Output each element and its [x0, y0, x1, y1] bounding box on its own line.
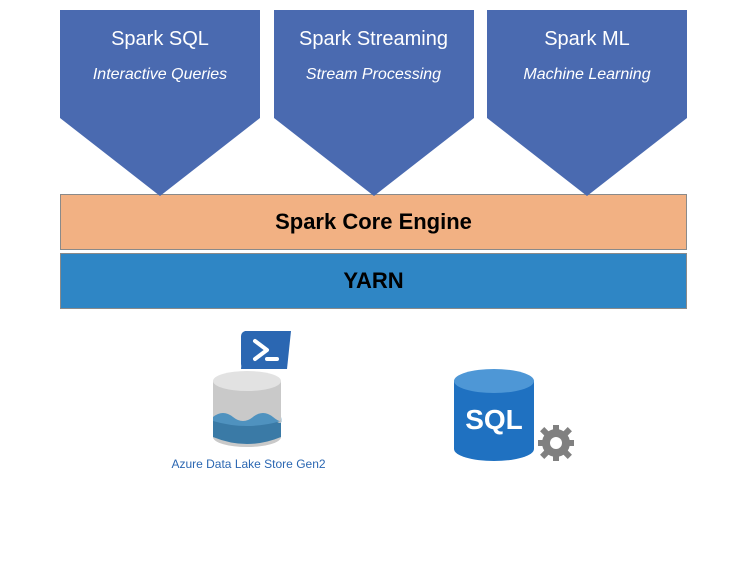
arrow-spark-sql: Spark SQL Interactive Queries [60, 10, 260, 196]
spark-components-row: Spark SQL Interactive Queries Spark Stre… [0, 0, 747, 196]
layer-spark-core: Spark Core Engine [60, 194, 687, 250]
adls-label: Azure Data Lake Store Gen2 [171, 457, 325, 471]
arrow-subtitle: Interactive Queries [70, 65, 250, 84]
arrow-subtitle: Stream Processing [284, 65, 464, 84]
arrow-point-icon [274, 118, 474, 196]
arrow-title: Spark SQL [70, 28, 250, 51]
arrow-subtitle: Machine Learning [497, 65, 677, 84]
arrow-point-icon [487, 118, 687, 196]
arrow-body: Spark Streaming Stream Processing [274, 10, 474, 118]
layers-stack: Spark Core Engine YARN [0, 194, 747, 309]
adls-icon-col: Azure Data Lake Store Gen2 [171, 331, 325, 471]
arrow-spark-ml: Spark ML Machine Learning [487, 10, 687, 196]
gear-icon [538, 425, 574, 461]
arrow-body: Spark SQL Interactive Queries [60, 10, 260, 118]
arrow-spark-streaming: Spark Streaming Stream Processing [274, 10, 474, 196]
sql-text: SQL [465, 404, 523, 435]
arrow-title: Spark Streaming [284, 28, 464, 51]
arrow-body: Spark ML Machine Learning [487, 10, 687, 118]
arrow-point-icon [60, 118, 260, 196]
arrow-title: Spark ML [497, 28, 677, 51]
adls-icon [199, 331, 299, 451]
layer-yarn: YARN [60, 253, 687, 309]
sql-icon: SQL [446, 351, 576, 471]
storage-icons-row: Azure Data Lake Store Gen2 SQL [0, 331, 747, 471]
sql-icon-col: SQL [446, 351, 576, 471]
